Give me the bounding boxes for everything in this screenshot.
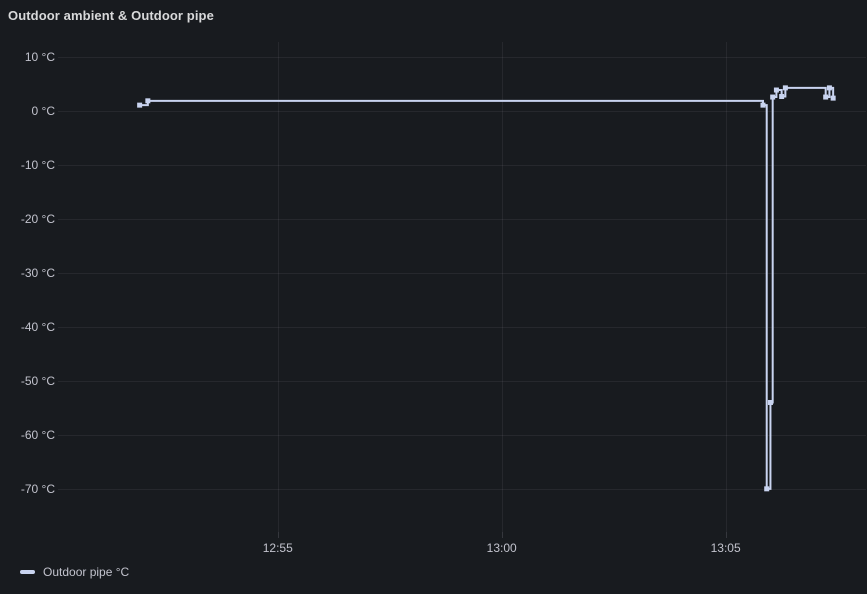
series-point-marker[interactable] [767, 399, 773, 405]
x-axis-label: 13:00 [486, 541, 517, 555]
y-axis-label: 0 °C [31, 104, 55, 119]
y-axis-label: -20 °C [20, 212, 55, 226]
x-axis-label: 13:05 [710, 541, 741, 555]
y-axis-label: -10 °C [20, 158, 55, 173]
series-point-marker[interactable] [779, 94, 785, 100]
y-axis-label: -50 °C [20, 373, 55, 388]
y-axis-label: -70 °C [20, 481, 55, 496]
legend-series-label[interactable]: Outdoor pipe °C [43, 565, 130, 579]
y-axis-label: 10 °C [24, 50, 55, 65]
series-point-marker[interactable] [145, 98, 151, 104]
series-point-marker[interactable] [770, 94, 776, 100]
legend: Outdoor pipe °C [20, 565, 129, 579]
series-point-marker[interactable] [764, 486, 770, 492]
series-point-marker[interactable] [830, 95, 836, 101]
series-line[interactable] [139, 86, 835, 490]
y-axis-label: -60 °C [20, 427, 55, 442]
x-axis-label: 12:55 [262, 541, 293, 555]
series-point-marker[interactable] [826, 85, 832, 91]
series-point-marker[interactable] [137, 102, 143, 108]
y-axis-label: -30 °C [20, 265, 55, 280]
series-point-marker[interactable] [773, 87, 779, 93]
y-axis-label: -40 °C [20, 319, 55, 334]
panel-title[interactable]: Outdoor ambient & Outdoor pipe [8, 8, 214, 23]
series-point-marker[interactable] [760, 102, 766, 108]
series-point-marker[interactable] [823, 94, 829, 100]
series-point-marker[interactable] [782, 85, 788, 91]
legend-series-swatch[interactable] [20, 570, 35, 574]
